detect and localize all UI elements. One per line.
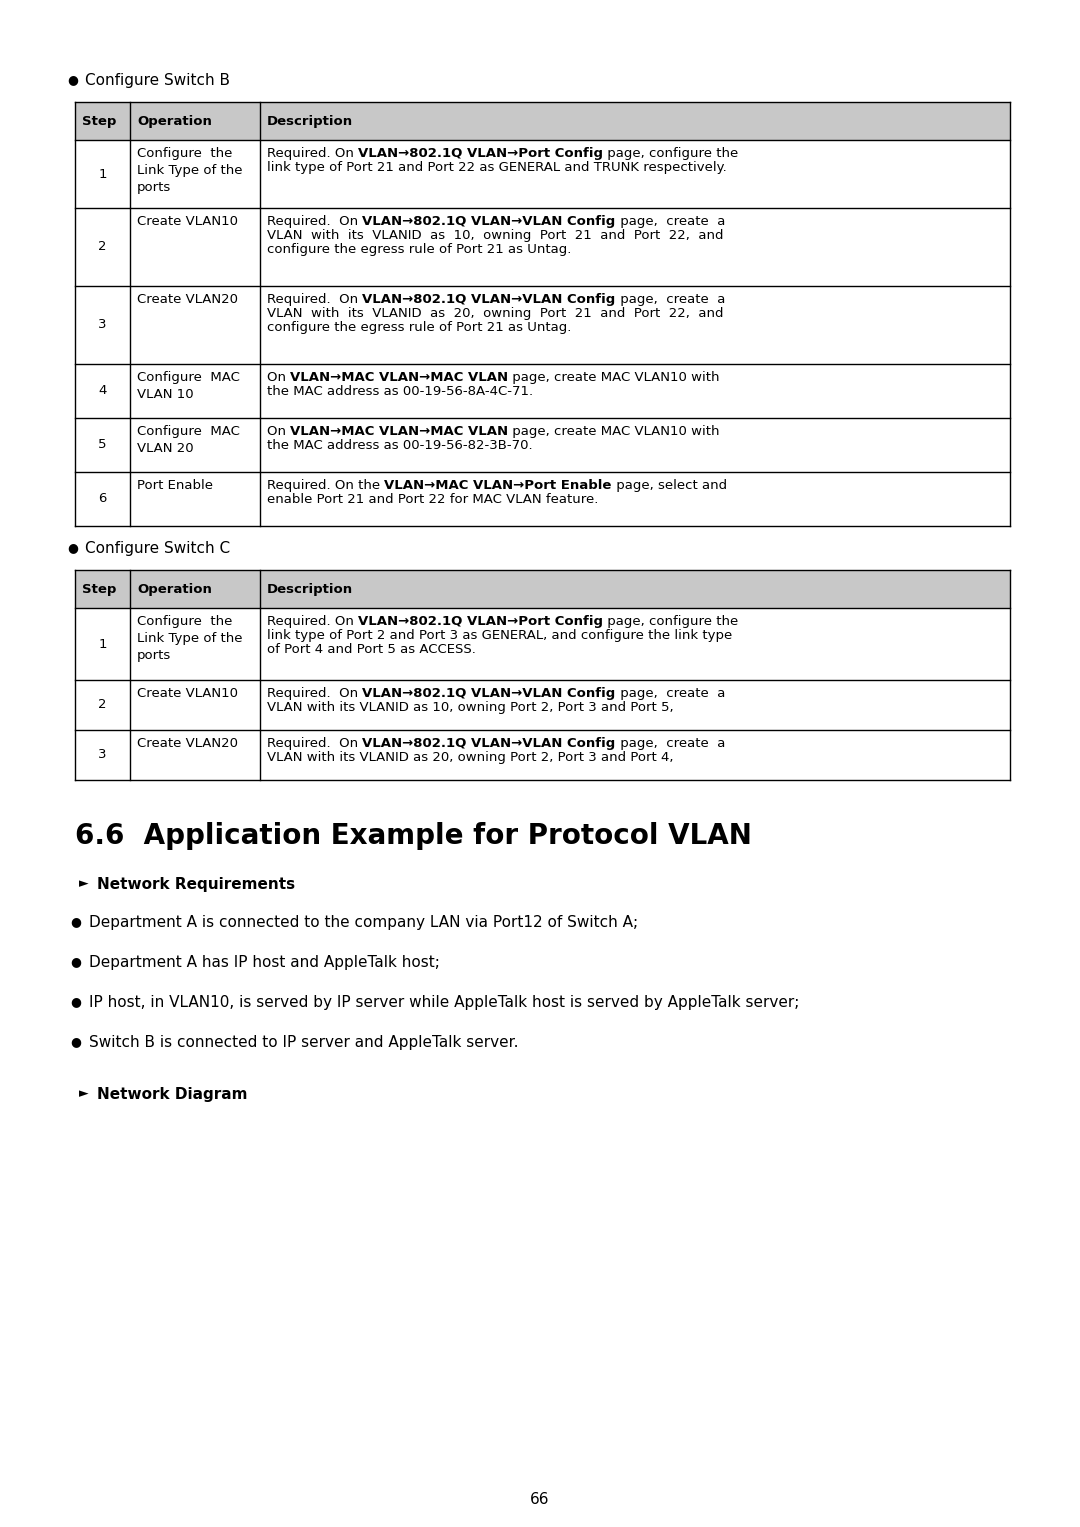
Text: On: On	[267, 425, 291, 438]
Text: of Port 4 and Port 5 as ACCESS.: of Port 4 and Port 5 as ACCESS.	[267, 643, 476, 657]
Text: page, create MAC VLAN10 with: page, create MAC VLAN10 with	[509, 371, 720, 383]
Text: Create VLAN10: Create VLAN10	[137, 687, 238, 699]
Text: Description: Description	[267, 582, 353, 596]
Bar	[75, 472, 1010, 525]
Text: Configure  MAC
VLAN 20: Configure MAC VLAN 20	[137, 425, 240, 455]
Text: Operation: Operation	[137, 115, 212, 127]
Text: Required.  On: Required. On	[267, 687, 363, 699]
Text: page, configure the: page, configure the	[603, 615, 739, 628]
Text: On: On	[267, 371, 291, 383]
Text: VLAN→802.1Q VLAN→VLAN Config: VLAN→802.1Q VLAN→VLAN Config	[363, 215, 616, 228]
Text: VLAN with its VLANID as 20, owning Port 2, Port 3 and Port 4,: VLAN with its VLANID as 20, owning Port …	[267, 751, 674, 764]
Text: Configure Switch B: Configure Switch B	[85, 72, 230, 87]
Text: 6: 6	[98, 493, 107, 505]
Text: VLAN with its VLANID as 10, owning Port 2, Port 3 and Port 5,: VLAN with its VLANID as 10, owning Port …	[267, 701, 674, 715]
Text: 2: 2	[98, 240, 107, 253]
Text: ●: ●	[70, 1035, 81, 1049]
Text: Configure  MAC
VLAN 10: Configure MAC VLAN 10	[137, 371, 240, 402]
Text: page,  create  a: page, create a	[616, 293, 725, 305]
Text: Step: Step	[82, 115, 117, 127]
Text: 4: 4	[98, 385, 107, 397]
Text: 2: 2	[98, 698, 107, 712]
Text: ●: ●	[70, 996, 81, 1008]
Text: page,  create  a: page, create a	[616, 215, 725, 228]
Text: ●: ●	[70, 956, 81, 968]
Text: VLAN→802.1Q VLAN→VLAN Config: VLAN→802.1Q VLAN→VLAN Config	[363, 738, 616, 750]
Text: ●: ●	[67, 73, 78, 87]
Text: 66: 66	[530, 1492, 550, 1507]
Text: Required. On: Required. On	[267, 147, 359, 160]
Text: ●: ●	[67, 542, 78, 554]
Text: 6.6  Application Example for Protocol VLAN: 6.6 Application Example for Protocol VLA…	[75, 822, 752, 851]
Text: VLAN→802.1Q VLAN→VLAN Config: VLAN→802.1Q VLAN→VLAN Config	[363, 293, 616, 305]
Text: Required.  On: Required. On	[267, 215, 363, 228]
Text: page,  create  a: page, create a	[616, 738, 725, 750]
Text: VLAN→802.1Q VLAN→Port Config: VLAN→802.1Q VLAN→Port Config	[359, 147, 603, 160]
Text: link type of Port 21 and Port 22 as GENERAL and TRUNK respectively.: link type of Port 21 and Port 22 as GENE…	[267, 160, 727, 174]
Text: Step: Step	[82, 582, 117, 596]
Text: 1: 1	[98, 168, 107, 180]
Bar	[75, 286, 1010, 363]
Text: Port Enable: Port Enable	[137, 479, 213, 492]
Text: Required. On: Required. On	[267, 615, 359, 628]
Bar	[75, 570, 1010, 608]
Text: Network Diagram: Network Diagram	[97, 1087, 247, 1101]
Text: VLAN→MAC VLAN→MAC VLAN: VLAN→MAC VLAN→MAC VLAN	[291, 371, 509, 383]
Text: page, select and: page, select and	[611, 479, 727, 492]
Text: page,  create  a: page, create a	[616, 687, 725, 699]
Text: Configure  the
Link Type of the
ports: Configure the Link Type of the ports	[137, 147, 243, 194]
Text: the MAC address as 00-19-56-8A-4C-71.: the MAC address as 00-19-56-8A-4C-71.	[267, 385, 534, 399]
Text: Required.  On: Required. On	[267, 293, 363, 305]
Text: IP host, in VLAN10, is served by IP server while AppleTalk host is served by App: IP host, in VLAN10, is served by IP serv…	[89, 994, 799, 1009]
Bar	[75, 418, 1010, 472]
Text: Description: Description	[267, 115, 353, 127]
Text: 3: 3	[98, 319, 107, 331]
Text: the MAC address as 00-19-56-82-3B-70.: the MAC address as 00-19-56-82-3B-70.	[267, 438, 532, 452]
Text: Department A is connected to the company LAN via Port12 of Switch A;: Department A is connected to the company…	[89, 915, 638, 930]
Text: Operation: Operation	[137, 582, 212, 596]
Text: Network Requirements: Network Requirements	[97, 876, 295, 892]
Text: Create VLAN20: Create VLAN20	[137, 738, 238, 750]
Text: page, configure the: page, configure the	[603, 147, 739, 160]
Text: ●: ●	[70, 916, 81, 928]
Text: Configure Switch C: Configure Switch C	[85, 541, 230, 556]
Text: Configure  the
Link Type of the
ports: Configure the Link Type of the ports	[137, 615, 243, 663]
Text: VLAN→MAC VLAN→Port Enable: VLAN→MAC VLAN→Port Enable	[384, 479, 611, 492]
Text: ►: ►	[79, 878, 89, 890]
Text: VLAN  with  its  VLANID  as  20,  owning  Port  21  and  Port  22,  and: VLAN with its VLANID as 20, owning Port …	[267, 307, 724, 321]
Bar	[75, 363, 1010, 418]
Text: VLAN→802.1Q VLAN→VLAN Config: VLAN→802.1Q VLAN→VLAN Config	[363, 687, 616, 699]
Text: Create VLAN10: Create VLAN10	[137, 215, 238, 228]
Text: configure the egress rule of Port 21 as Untag.: configure the egress rule of Port 21 as …	[267, 321, 571, 334]
Text: enable Port 21 and Port 22 for MAC VLAN feature.: enable Port 21 and Port 22 for MAC VLAN …	[267, 493, 598, 505]
Bar	[75, 102, 1010, 140]
Text: Required. On the: Required. On the	[267, 479, 384, 492]
Text: VLAN→802.1Q VLAN→Port Config: VLAN→802.1Q VLAN→Port Config	[359, 615, 603, 628]
Text: VLAN  with  its  VLANID  as  10,  owning  Port  21  and  Port  22,  and: VLAN with its VLANID as 10, owning Port …	[267, 229, 724, 241]
Text: link type of Port 2 and Port 3 as GENERAL, and configure the link type: link type of Port 2 and Port 3 as GENERA…	[267, 629, 732, 641]
Text: Department A has IP host and AppleTalk host;: Department A has IP host and AppleTalk h…	[89, 954, 440, 970]
Bar	[75, 208, 1010, 286]
Text: VLAN→MAC VLAN→MAC VLAN: VLAN→MAC VLAN→MAC VLAN	[291, 425, 509, 438]
Text: configure the egress rule of Port 21 as Untag.: configure the egress rule of Port 21 as …	[267, 243, 571, 257]
Text: ►: ►	[79, 1087, 89, 1101]
Text: 1: 1	[98, 637, 107, 651]
Text: 5: 5	[98, 438, 107, 452]
Text: Switch B is connected to IP server and AppleTalk server.: Switch B is connected to IP server and A…	[89, 1034, 518, 1049]
Bar	[75, 140, 1010, 208]
Text: Create VLAN20: Create VLAN20	[137, 293, 238, 305]
Text: 3: 3	[98, 748, 107, 762]
Bar	[75, 680, 1010, 730]
Text: page, create MAC VLAN10 with: page, create MAC VLAN10 with	[509, 425, 720, 438]
Bar	[75, 608, 1010, 680]
Bar	[75, 730, 1010, 780]
Text: Required.  On: Required. On	[267, 738, 363, 750]
